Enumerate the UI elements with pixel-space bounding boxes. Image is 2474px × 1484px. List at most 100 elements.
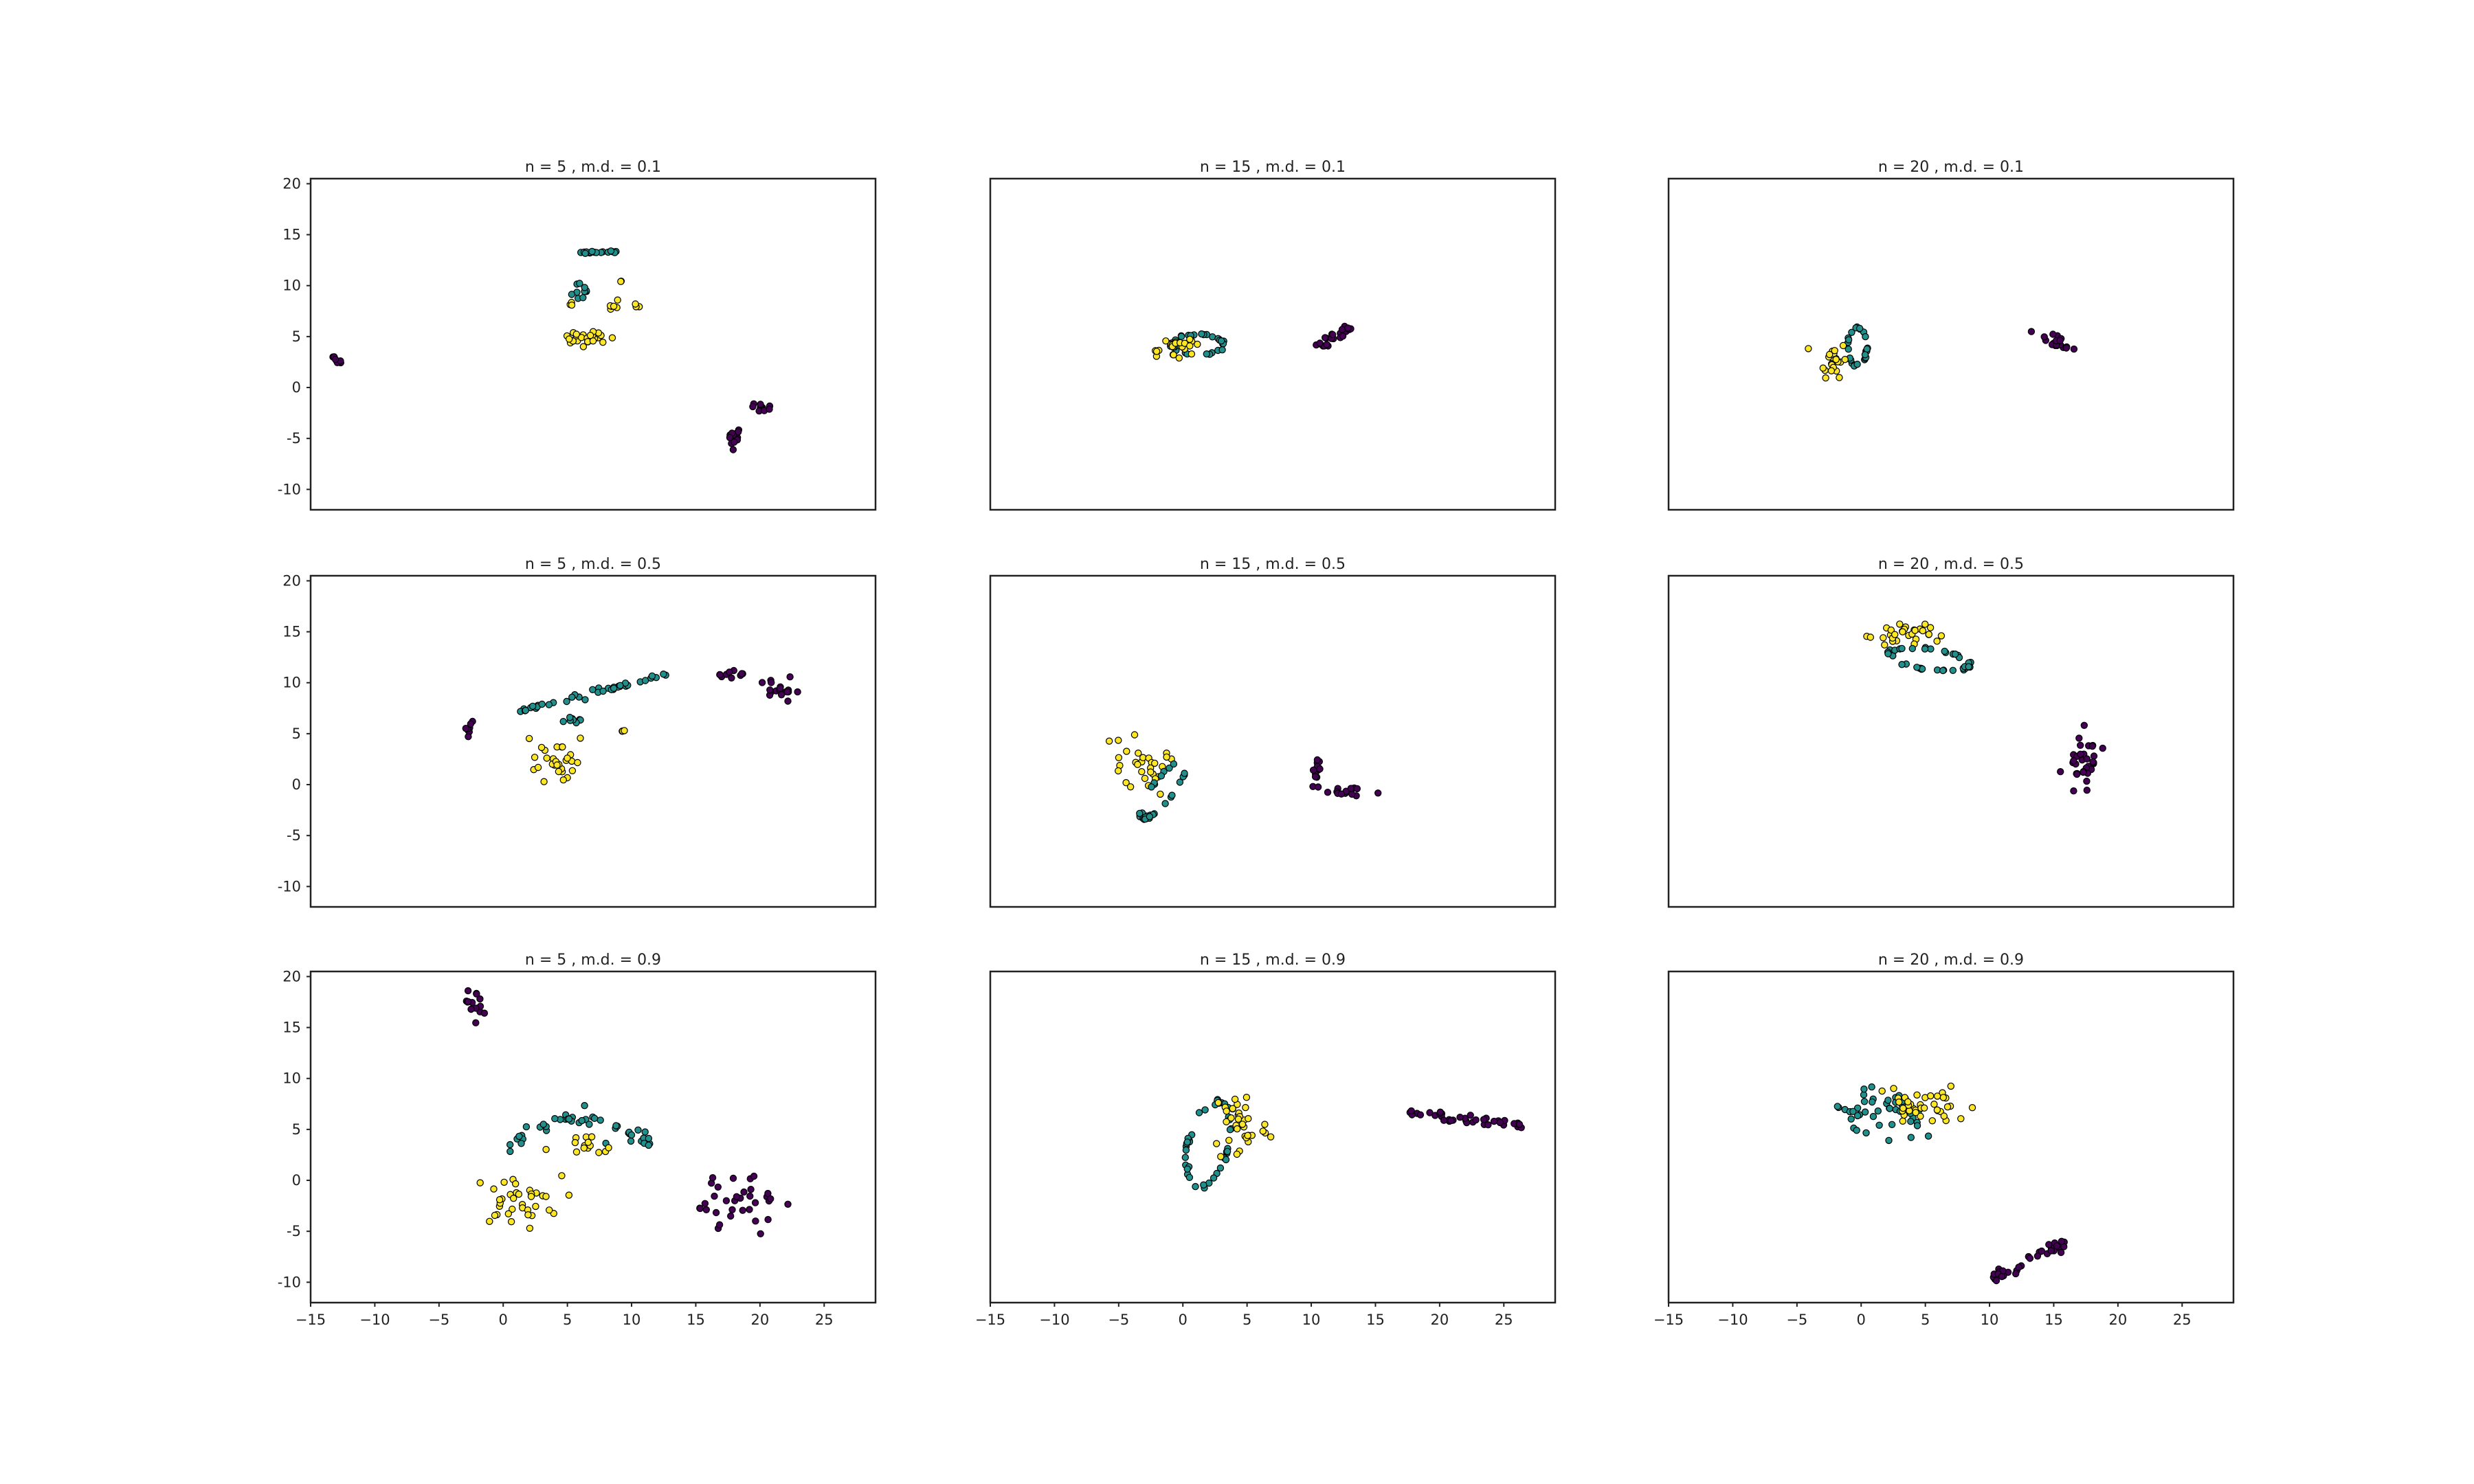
scatter-points [1105, 731, 1382, 823]
scatter-point-teal [1860, 1098, 1869, 1105]
scatter-point-purple [722, 1197, 731, 1204]
scatter-point-purple [2045, 1241, 2053, 1248]
scatter-point-teal [578, 1116, 586, 1125]
scatter-point-purple [701, 1200, 709, 1208]
scatter-point-teal [1907, 1134, 1915, 1141]
scatter-point-yellow [595, 1149, 603, 1156]
scatter-point-purple [2083, 777, 2091, 785]
scatter-point-yellow [1115, 754, 1123, 762]
scatter-point-yellow [1134, 761, 1141, 768]
scatter-point-teal [1913, 1122, 1921, 1129]
x-tick-label: 20 [750, 1312, 769, 1328]
scatter-point-yellow [1947, 1082, 1954, 1090]
y-tick-label: 0 [292, 379, 301, 396]
scatter-point-purple [751, 1199, 759, 1206]
scatter-point-teal [1853, 361, 1861, 368]
scatter-point-yellow [490, 1185, 498, 1193]
scatter-point-purple [757, 401, 764, 408]
scatter-point-teal [1148, 783, 1155, 791]
scatter-point-teal [660, 671, 667, 678]
scatter-point-yellow [1126, 783, 1135, 791]
scatter-point-teal [1949, 666, 1957, 675]
x-tick-label: −10 [1717, 1312, 1748, 1328]
scatter-point-yellow [1122, 778, 1130, 787]
scatter-point-purple [2058, 1237, 2066, 1246]
scatter-point-yellow [1242, 1103, 1249, 1112]
scatter-points [1151, 322, 1355, 362]
scatter-point-yellow [524, 1211, 532, 1219]
scatter-point-yellow [1899, 1117, 1906, 1125]
scatter-point-teal [1181, 769, 1188, 777]
scatter-point-purple [777, 691, 785, 699]
scatter-point-purple [1328, 330, 1337, 339]
scatter-point-teal [1170, 760, 1178, 768]
scatter-point-yellow [605, 1144, 612, 1151]
scatter-point-teal [1146, 813, 1154, 820]
scatter-point-purple [712, 1208, 720, 1217]
scatter-point-teal [1845, 346, 1852, 353]
scatter-point-yellow [559, 743, 566, 751]
scatter-point-teal [1834, 1103, 1841, 1110]
subplot-title: n = 5 , m.d. = 0.1 [525, 159, 661, 176]
scatter-point-yellow [1233, 1150, 1241, 1158]
scatter-point-purple [464, 987, 472, 995]
scatter-point-yellow [1217, 1153, 1225, 1160]
scatter-point-yellow [504, 1210, 513, 1217]
scatter-point-purple [784, 697, 792, 705]
scatter-point-teal [1860, 1085, 1868, 1093]
x-tick-label: −15 [1653, 1312, 1684, 1328]
scatter-point-teal [1203, 350, 1211, 358]
scatter-point-teal [563, 697, 570, 706]
scatter-point-yellow [1819, 364, 1827, 372]
scatter-point-teal [1861, 351, 1869, 359]
scatter-point-teal [1886, 1105, 1893, 1112]
scatter-point-purple [1440, 1116, 1448, 1124]
scatter-point-yellow [1115, 737, 1122, 744]
scatter-point-teal [1157, 772, 1166, 780]
scatter-point-teal [588, 247, 596, 256]
scatter-point-yellow [1921, 620, 1929, 628]
scatter-point-teal [1198, 330, 1205, 338]
subplot-title: n = 15 , m.d. = 0.5 [1200, 556, 1346, 573]
scatter-point-teal [1177, 333, 1185, 340]
scatter-point-teal [589, 686, 597, 694]
scatter-point-yellow [1214, 1099, 1223, 1107]
scatter-point-purple [2070, 757, 2077, 765]
scatter-point-yellow [507, 1217, 515, 1226]
scatter-point-yellow [509, 1205, 516, 1213]
scatter-points [1863, 620, 2106, 795]
scatter-point-purple [1472, 1116, 1480, 1124]
scatter-point-teal [1888, 1121, 1896, 1129]
axes-frame [1667, 177, 2235, 511]
scatter-point-purple [2026, 1255, 2034, 1262]
scatter-point-yellow [572, 1148, 581, 1156]
scatter-point-yellow [1233, 1125, 1241, 1133]
scatter-point-teal [590, 1114, 599, 1123]
scatter-point-yellow [571, 1138, 579, 1147]
scatter-point-teal [522, 1123, 531, 1131]
scatter-point-purple [726, 434, 734, 442]
scatter-point-purple [752, 1217, 759, 1225]
scatter-point-teal [1908, 644, 1916, 653]
y-tick-label: 20 [282, 175, 301, 192]
scatter-point-purple [1490, 1117, 1498, 1125]
scatter-point-yellow [542, 1145, 550, 1154]
scatter-point-yellow [515, 1190, 523, 1198]
subplot-title: n = 20 , m.d. = 0.9 [1878, 952, 2024, 969]
scatter-point-yellow [610, 302, 618, 310]
scatter-point-yellow [1135, 749, 1142, 757]
scatter-point-purple [2083, 786, 2091, 794]
y-tick-label: 15 [282, 624, 301, 640]
scatter-point-teal [1884, 1097, 1892, 1104]
x-tick-label: 5 [563, 1312, 572, 1328]
scatter-point-teal [565, 1115, 573, 1123]
scatter-point-purple [696, 1204, 704, 1213]
scatter-point-purple [476, 995, 484, 1003]
scatter-point-purple [758, 679, 766, 686]
scatter-point-teal [1924, 1132, 1932, 1140]
scatter-point-yellow [1825, 350, 1834, 359]
scatter-point-purple [709, 1173, 717, 1182]
scatter-point-purple [1467, 1112, 1474, 1119]
scatter-point-teal [538, 700, 546, 708]
